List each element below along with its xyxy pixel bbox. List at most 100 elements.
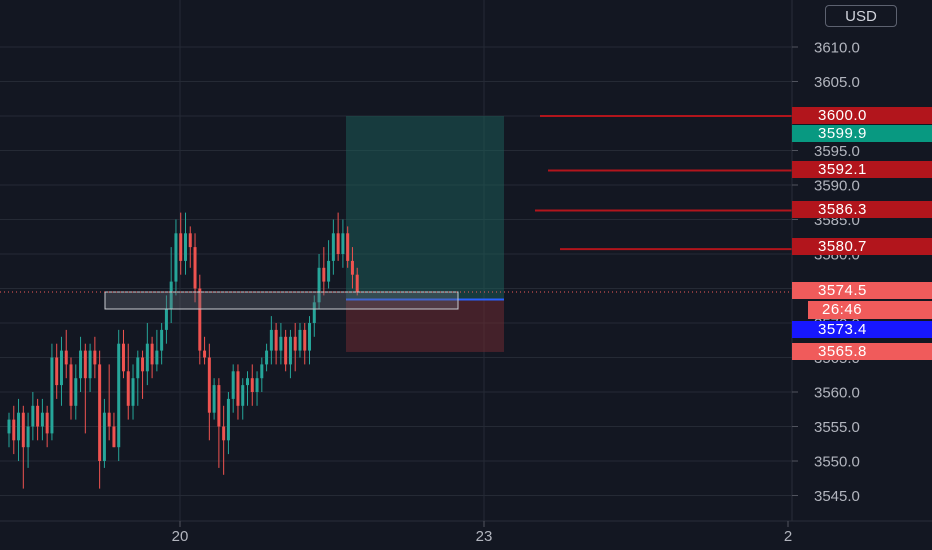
price-tick-label: 3590.0 xyxy=(814,178,860,195)
candle-body xyxy=(31,405,35,427)
stop-loss-price-label: 3565.8 xyxy=(792,343,932,360)
candle-body xyxy=(69,364,73,406)
candle-body xyxy=(131,378,135,406)
candle-body xyxy=(40,412,44,427)
candle-body xyxy=(193,247,197,289)
candle-body xyxy=(203,350,207,358)
candle-body xyxy=(107,412,111,427)
stop-zone[interactable] xyxy=(346,299,504,352)
candle-body xyxy=(226,398,230,441)
candle-body xyxy=(174,233,178,282)
candle-body xyxy=(346,233,350,261)
candle-body xyxy=(355,274,359,292)
candle-body xyxy=(341,233,345,254)
price-tick-label: 3545.0 xyxy=(814,488,860,505)
time-tick-label: 23 xyxy=(476,528,493,545)
time-tick-label: 20 xyxy=(172,528,189,545)
last-price-label: 3599.9 xyxy=(792,125,932,142)
candle-body xyxy=(93,350,97,365)
candle-body xyxy=(308,323,312,351)
time-tick-label: 2 xyxy=(784,528,792,545)
candle-body xyxy=(164,309,168,330)
candle-body xyxy=(126,371,130,406)
candle-body xyxy=(21,412,25,448)
candle-body xyxy=(317,267,321,303)
candle-body xyxy=(327,260,331,282)
candle-body xyxy=(98,364,102,461)
candle-body xyxy=(12,419,16,441)
candle-body xyxy=(55,357,59,386)
candle-body xyxy=(217,385,221,427)
candle-body xyxy=(331,233,335,261)
candle-body xyxy=(236,371,240,406)
candle-body xyxy=(183,233,187,261)
tp-level-3586-label: 3586.3 xyxy=(792,201,932,218)
price-tick-label: 3555.0 xyxy=(814,419,860,436)
candle-body xyxy=(136,357,140,379)
price-tick-label: 3550.0 xyxy=(814,454,860,471)
candle-body xyxy=(212,385,216,413)
candle-body xyxy=(155,350,159,365)
candle-body xyxy=(298,329,302,351)
candle-body xyxy=(231,371,235,399)
candle-body xyxy=(36,405,40,427)
candle-body xyxy=(255,378,259,392)
candle-body xyxy=(288,336,292,365)
candle-body xyxy=(284,336,288,365)
candle-body xyxy=(59,350,63,386)
candle-body xyxy=(303,329,307,351)
candle-body xyxy=(322,267,326,282)
candle-body xyxy=(7,419,11,434)
candle-body xyxy=(160,329,164,351)
candle-body xyxy=(241,385,245,406)
candle-body xyxy=(207,357,211,413)
candlestick-series xyxy=(7,212,359,489)
candle-body xyxy=(17,412,21,441)
candle-body xyxy=(350,260,354,275)
price-tick-label: 3595.0 xyxy=(814,143,860,160)
candle-body xyxy=(141,357,145,372)
candle-body xyxy=(79,350,83,379)
candle-body xyxy=(88,350,92,379)
candle-body xyxy=(188,233,192,248)
entry-price-label: 3573.4 xyxy=(792,321,932,338)
position-tool[interactable] xyxy=(346,116,504,352)
price-tick-label: 3560.0 xyxy=(814,385,860,402)
candle-body xyxy=(117,343,121,448)
candle-body xyxy=(198,288,202,351)
candle-body xyxy=(250,378,254,392)
price-tick-label: 3605.0 xyxy=(814,74,860,91)
bar-countdown-label: 26:46 xyxy=(808,301,932,319)
candle-body xyxy=(121,343,125,372)
candle-body xyxy=(74,378,78,406)
candle-body xyxy=(64,350,68,365)
chart-drawings[interactable] xyxy=(0,115,792,310)
candle-body xyxy=(265,350,269,365)
price-axis[interactable]: 3610.03605.03600.03595.03590.03585.03580… xyxy=(791,0,860,521)
candle-body xyxy=(102,412,106,461)
candle-body xyxy=(179,233,183,261)
candle-body xyxy=(150,343,154,365)
support-zone-rectangle[interactable] xyxy=(104,291,459,310)
time-axis[interactable]: 20 23 2 xyxy=(0,520,932,545)
candle-body xyxy=(112,426,116,448)
candle-body xyxy=(312,302,316,323)
candle-body xyxy=(269,329,273,351)
candle-body xyxy=(145,343,149,372)
candle-body xyxy=(279,336,283,351)
current-price-label: 3574.5 xyxy=(792,282,932,299)
candle-body xyxy=(169,281,173,310)
candle-body xyxy=(336,233,340,254)
candle-body xyxy=(50,357,54,434)
currency-selector[interactable]: USD xyxy=(825,5,897,27)
tp-level-3592-label: 3592.1 xyxy=(792,161,932,178)
price-tick-label: 3610.0 xyxy=(814,40,860,57)
candle-body xyxy=(246,378,249,386)
tp-level-3600-label: 3600.0 xyxy=(792,107,932,124)
candle-body xyxy=(45,412,49,434)
candle-body xyxy=(293,336,297,351)
target-zone[interactable] xyxy=(346,116,504,300)
candle-body xyxy=(26,426,30,448)
